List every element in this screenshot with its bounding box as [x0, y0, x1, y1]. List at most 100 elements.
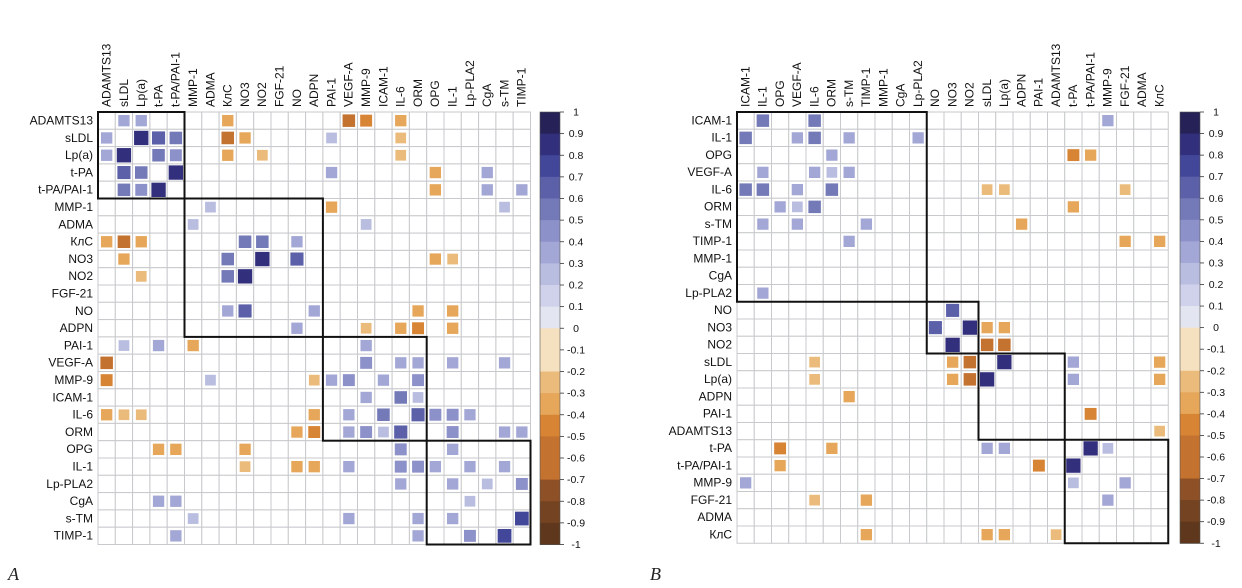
colorbar: 1 0.9 0.8 0.7 0.6 0.5 0.4 0.3 0.2 0.1 0 -0.1 -0.2 -0.…	[1179, 107, 1225, 550]
grid-cell	[495, 440, 514, 459]
grid-cell	[322, 319, 341, 338]
grid-cell	[218, 163, 237, 182]
grid-cell	[166, 215, 185, 234]
grid-cell	[253, 526, 272, 546]
grid-cell	[149, 319, 168, 338]
correlation-cell	[307, 425, 321, 439]
correlation-cell	[791, 131, 804, 145]
grid-cell	[891, 266, 910, 285]
correlation-cell	[738, 182, 753, 197]
correlation-cell	[808, 373, 821, 386]
correlation-cell	[151, 148, 166, 163]
correlation-cell	[238, 131, 252, 145]
grid-cell	[166, 319, 185, 338]
grid-cell	[443, 526, 462, 546]
grid-cell	[339, 146, 359, 165]
grid-cell	[460, 509, 480, 528]
column-label: Lp(a)	[997, 79, 1011, 107]
grid-cell	[995, 215, 1014, 234]
grid-cell	[184, 440, 203, 459]
grid-cell	[1012, 128, 1031, 147]
grid-cell	[1064, 301, 1083, 320]
grid-cell	[753, 249, 772, 268]
correlation-cell	[150, 182, 167, 198]
grid-cell	[270, 111, 289, 130]
grid-cell	[1116, 335, 1135, 354]
grid-cell	[753, 232, 772, 251]
grid-cell	[874, 301, 893, 320]
grid-cell	[322, 180, 341, 199]
grid-cell	[495, 336, 514, 355]
grid-cell	[995, 404, 1014, 423]
grid-cell	[978, 353, 997, 372]
grid-cell	[1133, 215, 1152, 234]
grid-cell	[788, 508, 807, 527]
grid-cell	[478, 232, 497, 251]
correlation-cell	[289, 251, 305, 267]
correlation-cell	[791, 200, 804, 213]
grid-cell	[201, 267, 220, 286]
row-label: Lp-PLA2	[685, 286, 732, 300]
grid-cell	[926, 404, 945, 423]
grid-cell	[1098, 128, 1117, 147]
grid-cell	[322, 457, 341, 476]
grid-cell	[270, 405, 289, 424]
column-label: CgA	[894, 84, 908, 107]
grid-cell	[357, 371, 376, 390]
grid-cell	[374, 284, 393, 303]
correlation-cell	[290, 460, 304, 473]
correlation-cell	[1084, 407, 1098, 421]
grid-cell	[788, 232, 807, 251]
correlation-cell	[394, 149, 407, 162]
grid-cell	[822, 232, 841, 251]
grid-cell	[909, 422, 928, 441]
grid-cell	[184, 128, 203, 148]
grid-cell	[374, 336, 393, 355]
grid-cell	[891, 335, 910, 354]
grid-cell	[357, 474, 376, 494]
grid-cell	[822, 473, 841, 492]
grid-cell	[114, 371, 134, 390]
grid-cell	[287, 371, 307, 390]
grid-cell	[426, 474, 445, 494]
grid-cell	[97, 319, 116, 338]
grid-cell	[1064, 128, 1083, 147]
correlation-cell	[394, 442, 408, 456]
colorbar-tick-label: 0.8	[569, 150, 584, 162]
row-label: FGF-21	[691, 493, 733, 507]
grid-cell	[97, 180, 116, 199]
grid-cell	[874, 439, 893, 458]
grid-cell	[166, 457, 185, 476]
correlation-cell	[446, 443, 459, 456]
grid-cell	[270, 198, 289, 217]
grid-cell	[166, 267, 185, 286]
grid-cell	[184, 474, 203, 494]
grid-cell	[322, 440, 341, 459]
grid-cell	[1012, 163, 1031, 182]
column-label: ICAM-1	[376, 66, 390, 107]
grid-cell	[149, 163, 168, 182]
grid-cell	[1047, 197, 1066, 216]
grid-cell	[270, 526, 289, 546]
correlation-cell	[238, 234, 252, 249]
grid-cell	[478, 249, 497, 269]
colorbar: 1 0.9 0.8 0.7 0.6 0.5 0.4 0.3 0.2 0.1 0 -0.1 -0.2 -0.…	[539, 107, 585, 551]
grid-cell	[270, 249, 289, 269]
grid-cell	[235, 422, 255, 442]
correlation-cell	[360, 218, 373, 231]
correlation-cell	[1153, 235, 1166, 248]
grid-cell	[1012, 525, 1031, 544]
grid-cell	[909, 111, 928, 130]
correlation-cell	[1101, 442, 1114, 455]
grid-cell	[132, 371, 151, 390]
grid-cell	[736, 111, 755, 130]
column-label: t-PA/PAI-1	[169, 52, 183, 107]
grid-cell	[305, 284, 324, 303]
grid-cell	[805, 180, 824, 199]
correlation-cell	[100, 373, 114, 387]
grid-cell	[114, 128, 134, 148]
grid-cell	[926, 508, 945, 527]
grid-cell	[1029, 318, 1048, 337]
column-label: sLDL	[980, 79, 994, 107]
grid-cell	[1081, 456, 1100, 475]
